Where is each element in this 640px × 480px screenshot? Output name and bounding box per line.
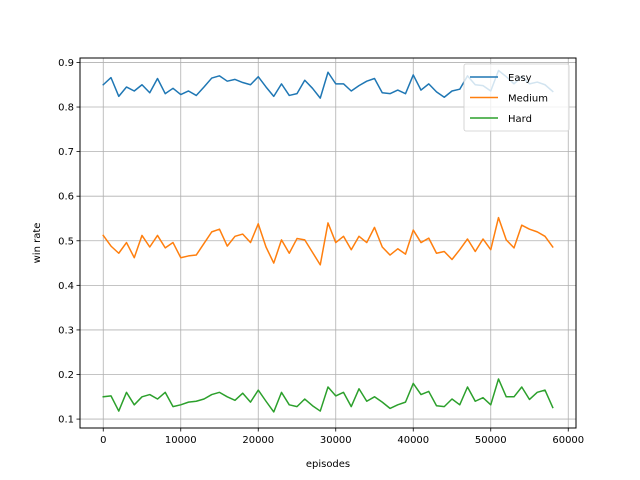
x-tick-label: 60000 bbox=[552, 435, 584, 446]
y-tick-label: 0.4 bbox=[58, 281, 74, 292]
plot-frame bbox=[79, 57, 577, 429]
legend-label-hard: Hard bbox=[508, 114, 532, 125]
x-axis-label: episodes bbox=[306, 459, 350, 470]
grid bbox=[80, 58, 576, 428]
y-tick-label: 0.8 bbox=[58, 103, 74, 114]
x-tick-label: 10000 bbox=[165, 435, 197, 446]
series-line-medium bbox=[102, 216, 554, 266]
x-tick-label: 40000 bbox=[397, 435, 429, 446]
legend-label-easy: Easy bbox=[508, 73, 532, 84]
series-line-hard bbox=[102, 378, 554, 413]
y-tick-label: 0.5 bbox=[58, 236, 74, 247]
legend-box bbox=[463, 63, 570, 132]
x-tick-label: 50000 bbox=[475, 435, 507, 446]
y-tick-label: 0.2 bbox=[58, 370, 74, 381]
y-tick-label: 0.6 bbox=[58, 192, 74, 203]
x-tick-label: 0 bbox=[100, 435, 106, 446]
y-tick-label: 0.3 bbox=[58, 325, 74, 336]
x-tick-label: 20000 bbox=[242, 435, 274, 446]
x-tick-label: 30000 bbox=[320, 435, 352, 446]
y-tick-label: 0.7 bbox=[58, 147, 74, 158]
y-tick-label: 0.9 bbox=[58, 58, 74, 69]
legend-label-medium: Medium bbox=[508, 94, 548, 105]
x-axis: 0 10000 20000 30000 40000 50000 60000 bbox=[100, 428, 584, 446]
y-axis: 0.1 0.2 0.3 0.4 0.5 0.6 0.7 0.8 0.9 bbox=[58, 58, 80, 426]
y-tick-label: 0.1 bbox=[58, 415, 74, 426]
y-axis-label: win rate bbox=[32, 223, 43, 264]
legend: Easy Medium Hard bbox=[463, 63, 570, 132]
